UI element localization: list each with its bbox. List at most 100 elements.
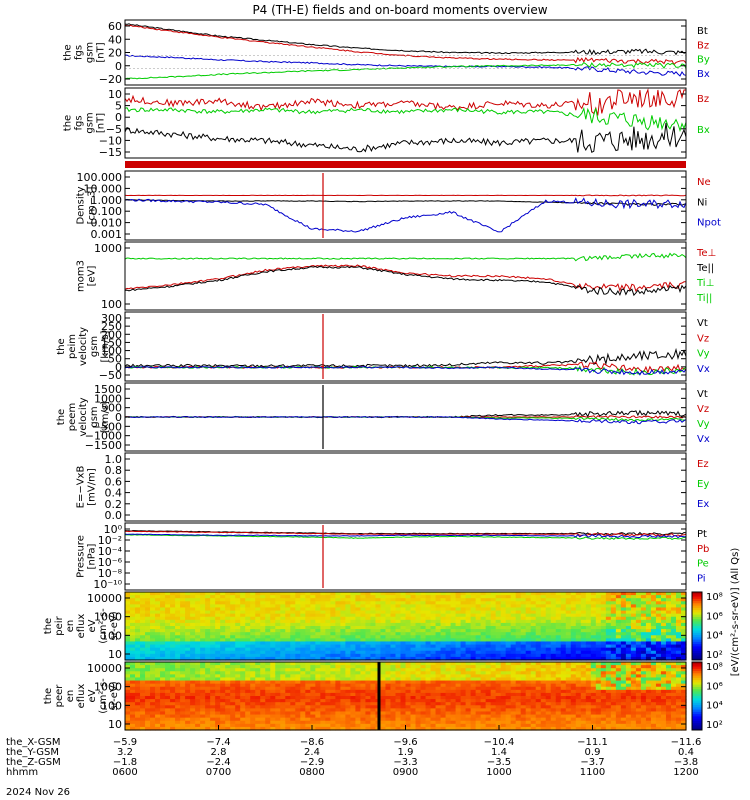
spectrogram-cell [255, 665, 261, 669]
spectrogram-cell [320, 595, 326, 599]
spectrogram-cell [580, 662, 587, 666]
spectrogram-cell [145, 723, 151, 728]
spectrogram-cell [395, 613, 402, 618]
spectrogram-cell [195, 668, 201, 672]
spectrogram-cell [165, 656, 171, 661]
spectrogram-cell [470, 635, 477, 639]
spectrogram-cell [125, 683, 131, 688]
spectrogram-cell [270, 720, 276, 725]
spectrogram-cell [605, 626, 612, 630]
spectrogram-cell [130, 613, 136, 618]
spectrogram-cell [310, 699, 316, 703]
spectrogram-cell [350, 598, 357, 602]
spectrogram-cell [210, 653, 216, 658]
spectrogram-cell [305, 726, 311, 731]
spectrogram-cell [540, 714, 547, 719]
spectrogram-cell [290, 723, 296, 728]
spectrogram-cell [245, 610, 251, 615]
spectrogram-cell [265, 601, 271, 605]
spectrogram-cell [595, 699, 602, 703]
spectrogram-cell [500, 595, 507, 599]
spectrogram-cell [445, 613, 452, 618]
spectrogram-cell [135, 598, 141, 602]
spectrogram-cell [240, 720, 246, 725]
spectrogram-cell [515, 686, 522, 691]
spectrogram-cell [290, 717, 296, 722]
spectrogram-cell [325, 699, 331, 703]
spectrogram-cell [205, 699, 211, 703]
spectrogram-cell [590, 601, 597, 605]
spectrogram-cell [655, 619, 662, 624]
spectrogram-cell [420, 665, 427, 669]
spectrogram-cell [520, 626, 527, 630]
spectrogram-cell [235, 674, 241, 679]
spectrogram-cell [330, 671, 336, 675]
spectrogram-cell [295, 677, 301, 682]
spectrogram-cell [395, 626, 402, 630]
spectrogram-cell [145, 714, 151, 719]
spectrogram-cell [310, 635, 316, 639]
spectrogram-cell [495, 708, 502, 713]
spectrogram-cell [125, 680, 131, 685]
spectrogram-cell [210, 626, 216, 630]
spectrogram-cell [345, 626, 351, 630]
spectrogram-cell [605, 714, 612, 719]
spectrogram-cell [130, 610, 136, 615]
spectrogram-cell [245, 689, 251, 694]
panel-frame [124, 170, 687, 241]
spectrogram-cell [180, 592, 186, 596]
spectrogram-cell [130, 629, 136, 633]
spectrogram-cell [445, 726, 452, 731]
spectrogram-cell [585, 665, 592, 669]
spectrogram-cell [155, 647, 161, 652]
spectrogram-cell [360, 720, 367, 725]
spectrogram-cell [360, 699, 367, 703]
spectrogram-cell [570, 626, 577, 630]
spectrogram-cell [485, 671, 492, 675]
spectrogram-cell [140, 674, 146, 679]
spectrogram-cell [610, 686, 617, 691]
spectrogram-cell [620, 699, 627, 703]
spectrogram-cell [430, 650, 437, 655]
spectrogram-cell [220, 689, 226, 694]
spectrogram-cell [175, 696, 181, 700]
spectrogram-cell [520, 613, 527, 618]
spectrogram-cell [200, 699, 206, 703]
spectrogram-cell [490, 711, 497, 716]
spectrogram-cell [510, 720, 517, 725]
spectrogram-cell [600, 595, 607, 599]
spectrogram-cell [430, 689, 437, 694]
spectrogram-cell [190, 641, 196, 646]
spectrogram-cell [605, 668, 612, 672]
spectrogram-cell [270, 644, 276, 649]
spectrogram-cell [380, 692, 387, 697]
spectrogram-cell [630, 595, 637, 599]
spectrogram-cell [385, 683, 392, 688]
series-line [124, 252, 687, 262]
spectrogram-cell [450, 665, 457, 669]
spectrogram-cell [330, 595, 336, 599]
spectrogram-cell [475, 689, 482, 694]
spectrogram-cell [380, 598, 387, 602]
spectrogram-cell [285, 680, 291, 685]
spectrogram-cell [145, 650, 151, 655]
spectrogram-cell [180, 619, 186, 624]
spectrogram-cell [540, 662, 547, 666]
spectrogram-cell [510, 708, 517, 713]
spectrogram-cell [175, 641, 181, 646]
spectrogram-cell [295, 619, 301, 624]
spectrogram-cell [430, 723, 437, 728]
spectrogram-cell [260, 714, 266, 719]
spectrogram-cell [640, 671, 647, 675]
spectrogram-cell [365, 647, 372, 652]
spectrogram-cell [560, 595, 567, 599]
spectrogram-cell [210, 726, 216, 731]
spectrogram-cell [365, 635, 372, 639]
spectrogram-cell [460, 647, 467, 652]
spectrogram-cell [415, 613, 422, 618]
spectrogram-cell [175, 723, 181, 728]
series-line [124, 122, 687, 154]
spectrogram-cell [230, 671, 236, 675]
spectrogram-cell [410, 708, 417, 713]
spectrogram-cell [515, 607, 522, 612]
